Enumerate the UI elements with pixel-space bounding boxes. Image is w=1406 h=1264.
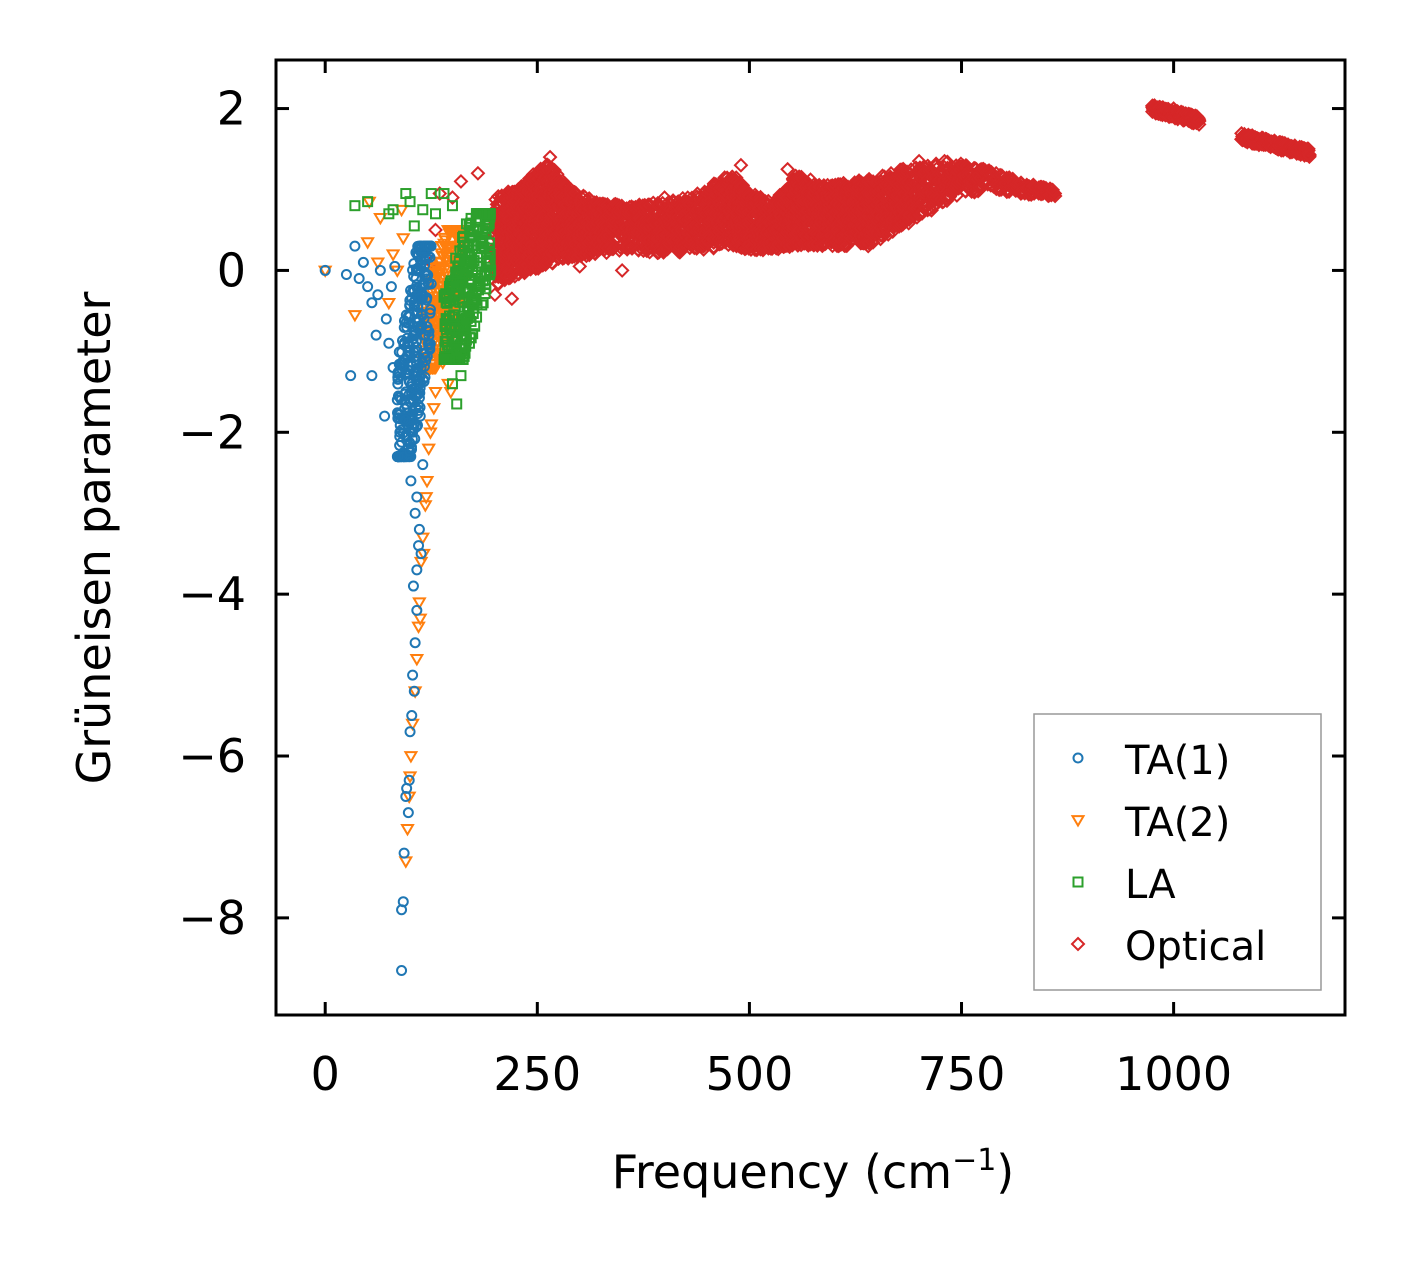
point-ta2 (443, 386, 459, 400)
point-la (430, 208, 442, 220)
point-ta2 (428, 386, 443, 400)
point-ta2 (411, 621, 426, 634)
data-marks (317, 98, 1317, 976)
point-ta1 (372, 289, 384, 301)
point-ta2 (403, 751, 419, 764)
point-optical (733, 157, 749, 173)
point-ta2 (421, 443, 436, 456)
point-ta1 (340, 268, 352, 280)
point-la (349, 200, 361, 212)
point-optical (504, 291, 520, 307)
point-optical (545, 255, 561, 271)
point-ta1 (362, 281, 374, 293)
point-ta2 (385, 249, 401, 262)
point-ta1 (366, 370, 378, 382)
point-la (408, 220, 420, 232)
point-ta1 (383, 337, 395, 349)
point-ta2 (419, 475, 435, 489)
point-ta1 (380, 313, 392, 325)
point-ta1 (349, 240, 361, 252)
point-ta1 (409, 507, 421, 519)
point-ta2 (381, 297, 397, 311)
point-ta1 (379, 410, 391, 422)
point-ta1 (407, 669, 419, 681)
point-ta1 (405, 475, 417, 487)
point-ta1 (357, 256, 369, 268)
point-ta1 (411, 564, 423, 576)
point-ta1 (409, 637, 421, 649)
point-optical (614, 263, 630, 278)
point-ta1 (353, 273, 365, 285)
point-ta1 (385, 281, 397, 293)
point-ta1 (366, 297, 378, 309)
point-ta2 (400, 824, 415, 837)
point-ta1 (417, 459, 429, 471)
point-ta2 (398, 856, 414, 869)
point-optical (572, 258, 588, 274)
point-ta1 (402, 807, 414, 819)
point-ta1 (407, 580, 419, 592)
point-ta1 (345, 370, 357, 382)
point-optical (470, 165, 486, 181)
point-ta1 (370, 329, 382, 341)
point-la (417, 204, 429, 216)
point-ta1 (396, 964, 408, 976)
series-optical (419, 98, 1317, 359)
point-optical (428, 222, 443, 238)
point-la (451, 398, 463, 410)
point-ta1 (411, 604, 423, 616)
point-optical (780, 161, 796, 177)
point-ta2 (426, 403, 442, 416)
point-optical (453, 173, 469, 189)
point-ta2 (360, 237, 375, 250)
series-ta1 (319, 240, 437, 976)
point-ta2 (409, 654, 425, 667)
point-ta2 (347, 310, 363, 323)
point-ta1 (411, 491, 423, 503)
point-ta1 (398, 847, 410, 859)
point-ta1 (413, 523, 425, 535)
point-ta2 (396, 233, 411, 246)
point-ta1 (404, 726, 416, 738)
point-ta1 (374, 264, 386, 276)
point-ta1 (406, 710, 418, 722)
